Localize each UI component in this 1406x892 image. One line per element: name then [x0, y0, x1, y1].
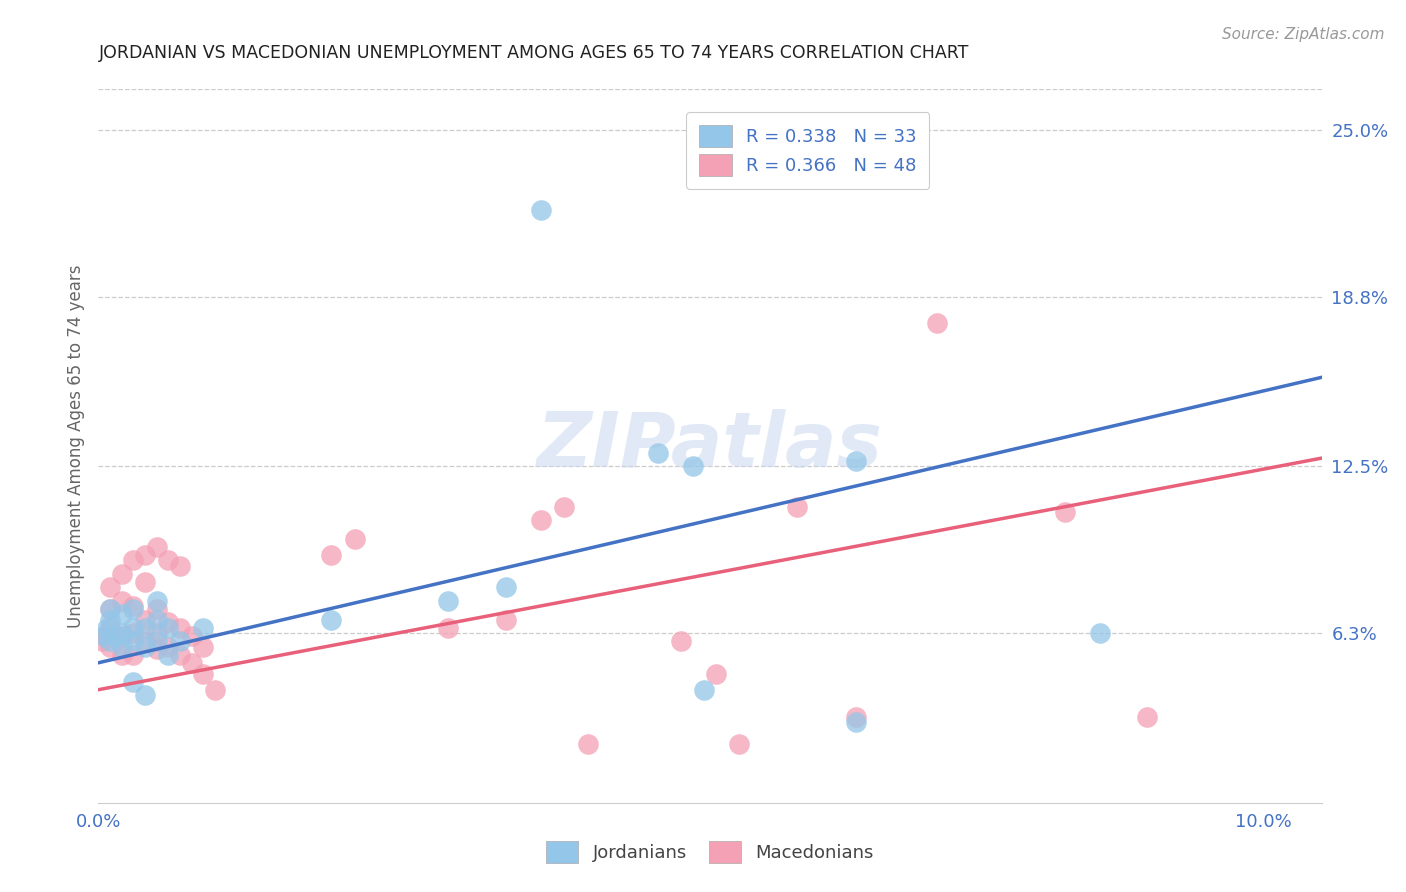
Point	[122, 602, 145, 616]
Point	[169, 634, 191, 648]
Point	[157, 648, 180, 662]
Point	[122, 626, 145, 640]
Point	[180, 656, 202, 670]
Point	[111, 566, 134, 581]
Point	[145, 634, 167, 648]
Point	[122, 553, 145, 567]
Point	[204, 682, 226, 697]
Point	[193, 666, 215, 681]
Y-axis label: Unemployment Among Ages 65 to 74 years: Unemployment Among Ages 65 to 74 years	[66, 264, 84, 628]
Point	[647, 446, 669, 460]
Point	[98, 634, 121, 648]
Point	[93, 629, 115, 643]
Point	[169, 648, 191, 662]
Point	[111, 640, 134, 654]
Point	[145, 594, 167, 608]
Point	[343, 532, 366, 546]
Point	[1090, 626, 1112, 640]
Point	[98, 580, 121, 594]
Point	[122, 621, 145, 635]
Point	[111, 607, 134, 622]
Point	[845, 714, 868, 729]
Point	[669, 634, 692, 648]
Point	[321, 548, 343, 562]
Point	[682, 459, 704, 474]
Point	[786, 500, 808, 514]
Point	[728, 737, 751, 751]
Point	[145, 613, 167, 627]
Point	[193, 640, 215, 654]
Point	[530, 513, 553, 527]
Point	[111, 594, 134, 608]
Point	[321, 613, 343, 627]
Point	[576, 737, 599, 751]
Point	[93, 629, 115, 643]
Point	[111, 626, 134, 640]
Point	[134, 688, 156, 702]
Point	[98, 621, 121, 635]
Point	[157, 615, 180, 630]
Text: JORDANIAN VS MACEDONIAN UNEMPLOYMENT AMONG AGES 65 TO 74 YEARS CORRELATION CHART: JORDANIAN VS MACEDONIAN UNEMPLOYMENT AMO…	[98, 45, 969, 62]
Point	[134, 634, 156, 648]
Point	[134, 574, 156, 589]
Point	[122, 674, 145, 689]
Point	[111, 629, 134, 643]
Point	[134, 548, 156, 562]
Point	[122, 648, 145, 662]
Point	[693, 682, 716, 697]
Point	[134, 640, 156, 654]
Text: ZIPatlas: ZIPatlas	[537, 409, 883, 483]
Point	[145, 602, 167, 616]
Point	[530, 203, 553, 218]
Point	[180, 629, 202, 643]
Point	[157, 553, 180, 567]
Point	[157, 621, 180, 635]
Point	[704, 666, 727, 681]
Legend: Jordanians, Macedonians: Jordanians, Macedonians	[533, 829, 887, 876]
Point	[495, 613, 517, 627]
Point	[437, 621, 460, 635]
Point	[927, 317, 949, 331]
Point	[104, 629, 127, 643]
Point	[193, 621, 215, 635]
Point	[437, 594, 460, 608]
Point	[98, 640, 121, 654]
Point	[169, 621, 191, 635]
Point	[134, 613, 156, 627]
Point	[90, 634, 112, 648]
Point	[145, 626, 167, 640]
Point	[98, 613, 121, 627]
Text: Source: ZipAtlas.com: Source: ZipAtlas.com	[1222, 27, 1385, 42]
Point	[96, 621, 118, 635]
Point	[495, 580, 517, 594]
Point	[845, 709, 868, 723]
Point	[111, 648, 134, 662]
Point	[169, 558, 191, 573]
Point	[157, 640, 180, 654]
Point	[145, 540, 167, 554]
Point	[1136, 709, 1159, 723]
Point	[145, 642, 167, 657]
Point	[845, 454, 868, 468]
Point	[98, 602, 121, 616]
Point	[1054, 505, 1077, 519]
Point	[98, 602, 121, 616]
Point	[122, 599, 145, 614]
Point	[553, 500, 575, 514]
Point	[134, 621, 156, 635]
Point	[122, 634, 145, 648]
